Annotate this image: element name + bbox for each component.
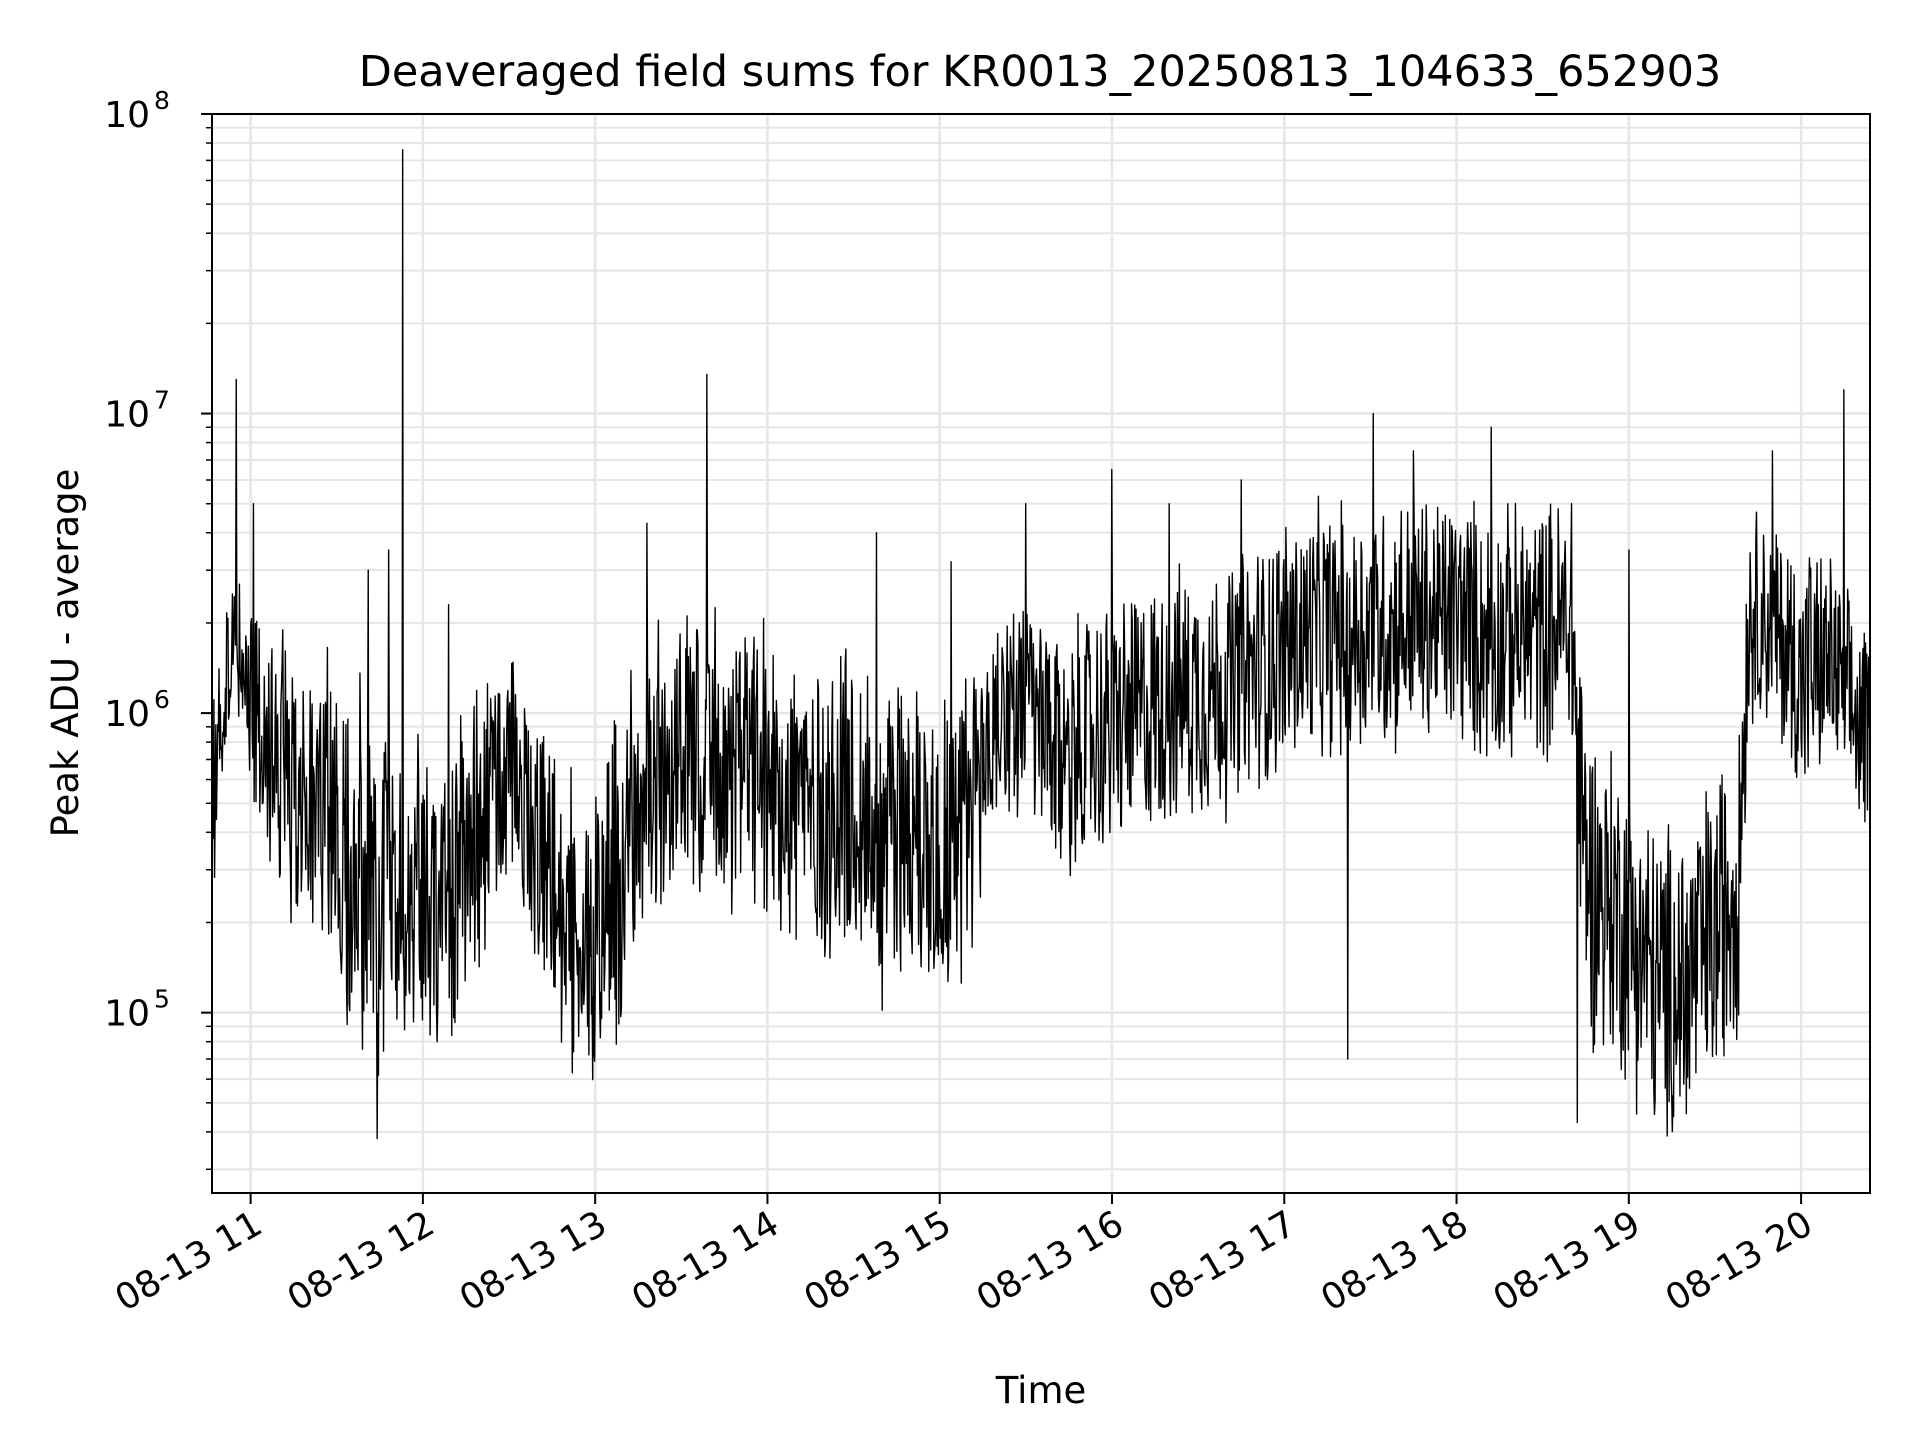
y-tick-exponent: 6 — [154, 685, 170, 714]
series-line — [211, 149, 1871, 1140]
x-axis-label: Time — [995, 1369, 1087, 1412]
chart-title: Deaveraged field sums for KR0013_2025081… — [359, 47, 1722, 97]
y-tick-exponent: 7 — [154, 386, 170, 415]
y-tick-label: 10 — [104, 95, 150, 136]
y-tick-label: 10 — [104, 994, 150, 1035]
plot-frame — [211, 113, 1871, 1194]
y-tick-label: 10 — [104, 395, 150, 436]
series-path — [211, 149, 1871, 1140]
y-tick-exponent: 5 — [154, 985, 170, 1014]
y-tick-exponent: 8 — [154, 86, 170, 115]
y-axis-label: Peak ADU - average — [44, 469, 87, 838]
y-tick-label: 10 — [104, 694, 150, 735]
